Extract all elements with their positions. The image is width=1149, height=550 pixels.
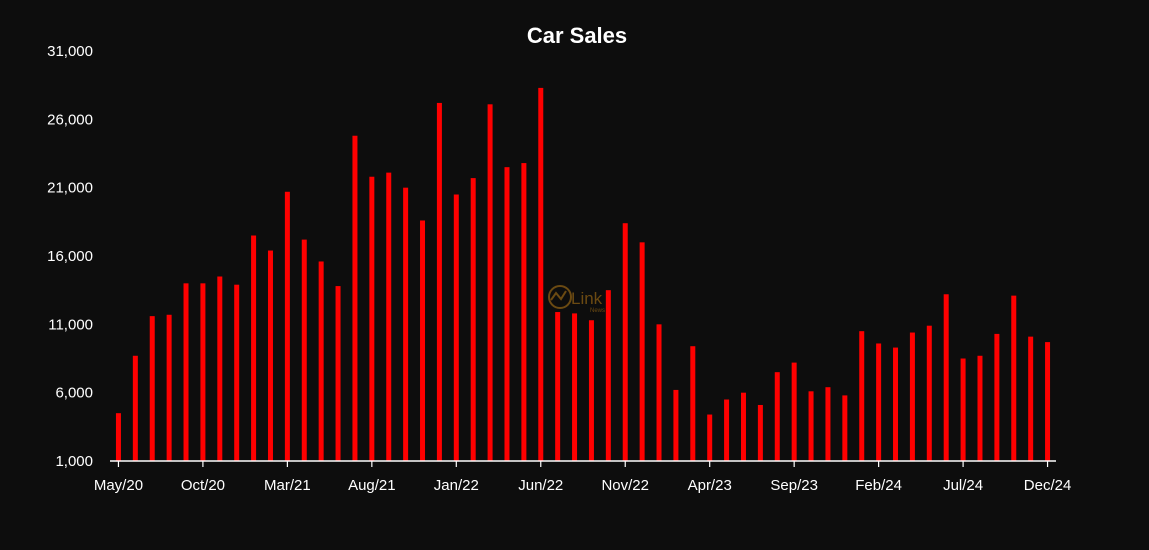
bar-mar-23 bbox=[690, 346, 696, 461]
y-tick-label: 31,000 bbox=[47, 43, 93, 60]
bar-may-24 bbox=[926, 325, 932, 461]
bar-oct-20 bbox=[200, 283, 206, 461]
bar-feb-24 bbox=[876, 343, 882, 461]
bar-feb-22 bbox=[470, 178, 476, 461]
bar-mar-22 bbox=[487, 104, 493, 462]
bar-dec-21 bbox=[436, 102, 442, 462]
bar-oct-21 bbox=[403, 187, 409, 462]
x-tick-label: Nov/22 bbox=[601, 477, 649, 494]
bar-jun-24 bbox=[943, 294, 949, 461]
bar-series bbox=[115, 87, 1051, 462]
y-tick-label: 21,000 bbox=[47, 180, 93, 197]
bar-nov-22 bbox=[622, 223, 628, 461]
watermark-trend-icon bbox=[550, 290, 567, 301]
bar-nov-20 bbox=[217, 276, 223, 461]
bar-apr-24 bbox=[909, 332, 915, 461]
bar-may-23 bbox=[724, 399, 730, 461]
x-tick-label: Feb/24 bbox=[855, 477, 902, 494]
bar-dec-23 bbox=[842, 395, 848, 461]
x-tick-label: May/20 bbox=[94, 477, 143, 494]
bar-jul-20 bbox=[149, 316, 155, 461]
bar-sep-20 bbox=[183, 283, 189, 461]
y-tick-label: 1,000 bbox=[55, 453, 93, 470]
watermark-text: Link bbox=[571, 289, 603, 308]
bar-aug-21 bbox=[369, 176, 375, 462]
bar-aug-23 bbox=[774, 372, 780, 461]
x-tick-label: Jun/22 bbox=[518, 477, 563, 494]
bar-nov-21 bbox=[420, 220, 426, 461]
bar-jul-22 bbox=[555, 312, 561, 461]
bar-dec-22 bbox=[639, 242, 645, 461]
bar-oct-23 bbox=[808, 391, 814, 461]
watermark-logo: Link News bbox=[548, 285, 605, 314]
y-tick-label: 11,000 bbox=[48, 316, 93, 333]
x-tick-label: Aug/21 bbox=[348, 477, 396, 494]
bar-feb-23 bbox=[673, 389, 679, 461]
bar-jun-21 bbox=[335, 286, 341, 461]
bar-apr-21 bbox=[301, 239, 307, 461]
bar-jul-24 bbox=[960, 358, 966, 461]
x-tick-label: Jul/24 bbox=[943, 477, 983, 494]
bar-sep-24 bbox=[994, 333, 1000, 461]
bar-may-21 bbox=[318, 261, 324, 461]
bar-nov-23 bbox=[825, 387, 831, 461]
bar-may-22 bbox=[521, 163, 527, 461]
x-tick-label: Oct/20 bbox=[181, 477, 225, 494]
bar-dec-24 bbox=[1045, 342, 1051, 461]
bar-jul-23 bbox=[757, 404, 763, 461]
bar-may-20 bbox=[115, 413, 121, 461]
bar-aug-20 bbox=[166, 314, 172, 461]
chart-title: Car Sales bbox=[527, 23, 627, 48]
bar-nov-24 bbox=[1028, 336, 1034, 461]
bar-mar-21 bbox=[284, 191, 290, 461]
bar-sep-21 bbox=[386, 172, 392, 461]
x-axis: May/20 Oct/20 Mar/21 Aug/21 Jan/22 Jun/22 Nov/… bbox=[94, 460, 1072, 494]
y-tick-label: 6,000 bbox=[55, 385, 93, 402]
bar-sep-23 bbox=[791, 362, 797, 461]
bar-apr-22 bbox=[504, 167, 510, 462]
y-tick-label: 16,000 bbox=[47, 248, 93, 265]
x-tick-label: Apr/23 bbox=[688, 477, 732, 494]
bar-aug-24 bbox=[977, 355, 983, 461]
x-tick-label: Sep/23 bbox=[770, 477, 818, 494]
bar-jul-21 bbox=[352, 135, 358, 462]
x-tick-label: Mar/21 bbox=[264, 477, 311, 494]
bar-feb-21 bbox=[267, 250, 273, 461]
bar-oct-24 bbox=[1011, 295, 1017, 461]
bar-jan-23 bbox=[656, 324, 662, 461]
y-axis: 1,000 6,000 11,000 16,000 21,000 26,000 31,000 bbox=[47, 43, 93, 470]
bar-jan-24 bbox=[859, 331, 865, 461]
bar-sep-22 bbox=[588, 320, 594, 461]
x-tick-label: Jan/22 bbox=[434, 477, 479, 494]
bar-jun-22 bbox=[538, 87, 544, 462]
bar-mar-24 bbox=[893, 347, 899, 461]
y-tick-label: 26,000 bbox=[47, 111, 93, 128]
bar-jun-20 bbox=[132, 355, 138, 461]
bar-dec-20 bbox=[234, 284, 240, 461]
x-tick-label: Dec/24 bbox=[1024, 477, 1072, 494]
watermark-circle-icon bbox=[548, 285, 572, 309]
bar-oct-22 bbox=[605, 290, 611, 461]
bar-jan-22 bbox=[453, 194, 459, 461]
bar-jun-23 bbox=[740, 392, 746, 461]
bar-jan-21 bbox=[251, 235, 257, 461]
bar-aug-22 bbox=[572, 313, 578, 461]
bar-apr-23 bbox=[707, 414, 713, 461]
watermark-subtext: News bbox=[590, 308, 605, 314]
